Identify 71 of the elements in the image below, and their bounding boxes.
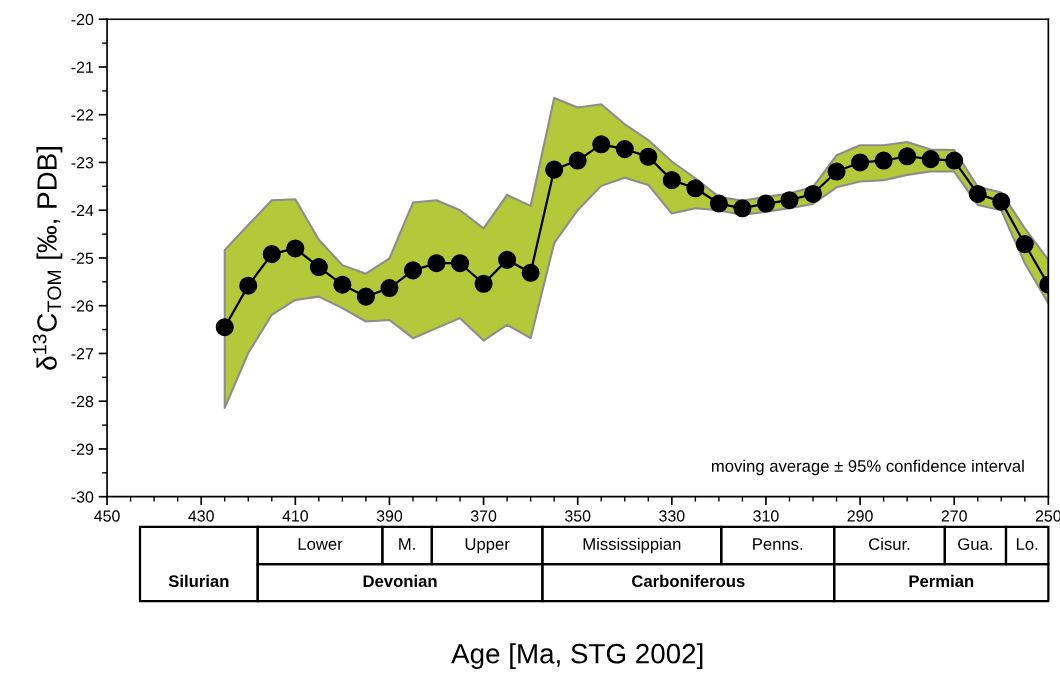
y-tick-label: -30 [71,491,94,503]
y-tick-label: -26 [71,300,94,312]
point [356,287,375,306]
point [592,135,611,154]
point [733,199,752,218]
y-tick-label: -21 [71,61,94,73]
point [992,192,1011,211]
point [474,274,493,293]
point [756,194,775,213]
text: Mississippian [583,537,681,554]
point [286,239,305,258]
x-tick-label: 410 [282,510,309,522]
y-tick-label: -24 [71,204,94,217]
point [545,160,564,179]
point [521,263,540,282]
point [662,171,681,190]
point [498,250,517,269]
annotation: moving average ± 95% confidence interval [711,459,1024,476]
text: Upper [465,538,510,554]
text: Permian [909,574,974,588]
point [780,191,799,210]
point [333,275,352,294]
point [686,179,705,198]
point [1015,235,1034,254]
x-tick-label: 430 [188,510,214,522]
x-tick-label: 390 [376,510,403,522]
text: Silurian [168,574,229,588]
y-tick-label: -22 [71,109,94,121]
y-tick-label: -28 [71,395,94,408]
point [403,261,423,280]
text: Devonian [363,574,437,588]
y-tick-label: -20 [71,13,94,26]
point [262,245,281,264]
point [851,153,870,172]
point [898,147,917,166]
point [709,194,728,213]
y-tick-label: -27 [71,348,94,360]
point [568,151,587,170]
point [451,254,470,273]
point [380,279,399,298]
point [215,318,234,337]
x-tick-label: 350 [564,510,591,522]
point [427,254,446,273]
point [968,184,987,204]
point [615,140,634,159]
y-tick-label: -29 [71,443,94,455]
point [827,162,846,181]
x-tick-label: 270 [941,510,967,522]
x-tick-label: 370 [470,510,497,522]
y-tick-label: -25 [71,252,94,264]
x-axis-title: Age [Ma, STG 2002] [451,643,703,670]
text: Cisur. [869,537,910,550]
point [239,276,258,295]
x-tick-label: 450 [94,510,120,522]
x-tick-label: 330 [659,510,685,522]
y-axis-title: δ$^{13}$C$_{TOM}$ [‰, PDB] [32,147,63,370]
text: Gua. [958,538,992,550]
point [639,147,658,166]
x-tick-label: 290 [847,510,873,522]
text: Lo. [1016,538,1038,550]
point [945,151,964,170]
point [309,258,328,277]
text: Carboniferous [632,574,745,588]
y-tick-label: -23 [71,157,94,169]
point [874,151,893,170]
text: Lower [298,538,343,550]
text: Penns. [753,538,803,550]
point [803,184,823,204]
point [921,150,940,169]
x-tick-label: 310 [753,510,779,522]
text: M. [399,538,415,550]
